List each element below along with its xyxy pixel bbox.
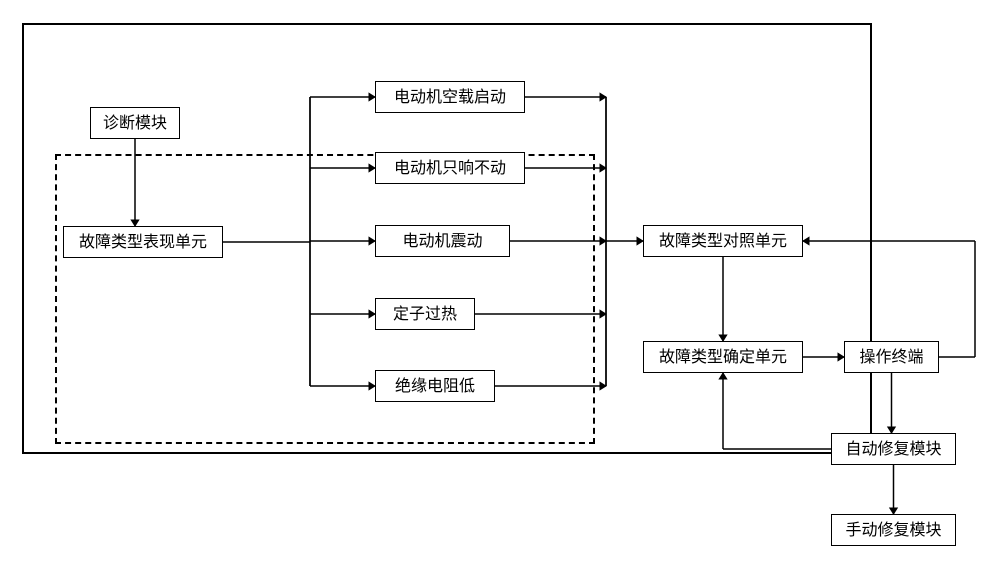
label: 绝缘电阻低 <box>395 378 475 395</box>
label: 故障类型对照单元 <box>659 233 787 250</box>
label: 诊断模块 <box>103 115 167 132</box>
label: 故障类型表现单元 <box>79 234 207 251</box>
label: 电动机空载启动 <box>394 89 506 106</box>
box-motor-noisy: 电动机只响不动 <box>375 152 525 184</box>
dashed-frame <box>55 154 595 444</box>
label: 电动机震动 <box>402 233 482 250</box>
label: 操作终端 <box>859 349 923 366</box>
box-fault-expr-unit: 故障类型表现单元 <box>63 226 223 258</box>
box-motor-noload: 电动机空载启动 <box>375 81 525 113</box>
box-diag-module: 诊断模块 <box>90 107 180 139</box>
box-fault-compare: 故障类型对照单元 <box>643 225 803 257</box>
box-auto-repair: 自动修复模块 <box>831 433 956 465</box>
label: 自动修复模块 <box>845 441 941 458</box>
label: 定子过热 <box>393 306 457 323</box>
box-insulation-low: 绝缘电阻低 <box>375 370 495 402</box>
box-manual-repair: 手动修复模块 <box>831 514 956 546</box>
box-stator-overheat: 定子过热 <box>375 298 475 330</box>
label: 电动机只响不动 <box>394 160 506 177</box>
box-motor-vibrate: 电动机震动 <box>375 225 510 257</box>
box-fault-determine: 故障类型确定单元 <box>643 341 803 373</box>
label: 手动修复模块 <box>845 522 941 539</box>
label: 故障类型确定单元 <box>659 349 787 366</box>
box-op-terminal: 操作终端 <box>844 341 939 373</box>
